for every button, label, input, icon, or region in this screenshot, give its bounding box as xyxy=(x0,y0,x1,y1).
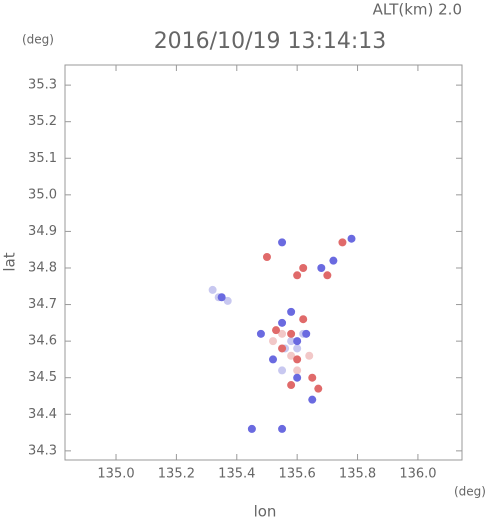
y-tick-label: 34.6 xyxy=(28,334,57,349)
data-point xyxy=(287,381,296,390)
data-point xyxy=(293,271,302,280)
x-axis-label: lon xyxy=(254,503,277,521)
data-point xyxy=(299,315,308,324)
y-tick-label: 35.1 xyxy=(28,151,57,166)
data-point xyxy=(293,373,302,382)
data-point xyxy=(217,293,226,302)
data-point xyxy=(338,238,347,247)
data-point xyxy=(314,384,323,393)
data-point xyxy=(278,318,287,327)
data-point xyxy=(269,337,278,346)
data-point xyxy=(308,373,317,382)
data-point xyxy=(287,307,296,316)
data-point xyxy=(347,234,356,243)
x-unit: (deg) xyxy=(454,485,486,499)
data-point xyxy=(302,329,311,338)
data-point xyxy=(278,424,287,433)
data-point xyxy=(278,238,287,247)
data-point xyxy=(293,355,302,364)
data-point xyxy=(323,271,332,280)
y-axis-label: lat xyxy=(1,252,19,271)
x-tick-label: 136.0 xyxy=(399,467,436,482)
data-point xyxy=(287,351,296,360)
data-point xyxy=(278,344,287,353)
data-point xyxy=(278,366,287,375)
data-point xyxy=(287,329,296,338)
x-tick-label: 135.0 xyxy=(97,467,134,482)
x-tick-label: 135.2 xyxy=(158,467,195,482)
data-point xyxy=(223,296,232,305)
data-point xyxy=(299,263,308,272)
data-point xyxy=(287,337,296,346)
data-point xyxy=(247,424,256,433)
y-tick-label: 34.8 xyxy=(28,260,57,275)
subtitle: ALT(km) 2.0 xyxy=(373,1,462,19)
data-point xyxy=(329,256,338,265)
data-point xyxy=(278,329,287,338)
data-point xyxy=(256,329,265,338)
data-point xyxy=(293,337,302,346)
data-point xyxy=(208,285,217,294)
y-tick-label: 35.2 xyxy=(28,114,57,129)
y-unit: (deg) xyxy=(22,33,54,47)
x-tick-label: 135.6 xyxy=(279,467,316,482)
y-tick-label: 34.4 xyxy=(28,407,57,422)
plot-frame xyxy=(64,64,463,461)
chart-title: 2016/10/19 13:14:13 xyxy=(154,29,387,54)
y-tick-label: 34.3 xyxy=(28,443,57,458)
data-point xyxy=(308,395,317,404)
data-point xyxy=(262,253,271,262)
data-point xyxy=(272,326,281,335)
x-tick-label: 135.4 xyxy=(218,467,255,482)
y-tick-label: 34.7 xyxy=(28,297,57,312)
data-point xyxy=(269,355,278,364)
data-point xyxy=(293,344,302,353)
data-point xyxy=(317,263,326,272)
y-tick-label: 35.3 xyxy=(28,78,57,93)
data-point xyxy=(305,351,314,360)
x-tick-label: 135.8 xyxy=(339,467,376,482)
y-tick-label: 34.9 xyxy=(28,224,57,239)
y-tick-label: 35.0 xyxy=(28,187,57,202)
y-tick-label: 34.5 xyxy=(28,370,57,385)
data-point xyxy=(293,366,302,375)
